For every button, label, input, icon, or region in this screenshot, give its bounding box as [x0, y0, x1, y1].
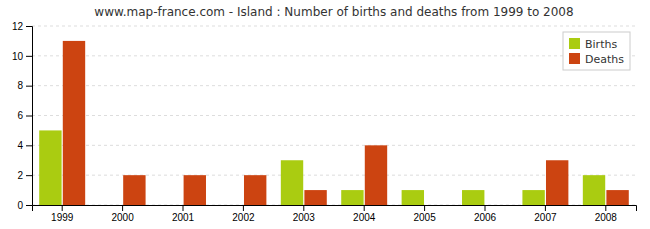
- y-axis-line: [26, 27, 33, 206]
- bar: [220, 205, 242, 206]
- bars: [39, 41, 629, 205]
- x-tick-label: 1999: [51, 212, 74, 223]
- y-tick-label: 12: [12, 21, 24, 32]
- bar: [365, 145, 387, 205]
- y-tick-mark: [26, 86, 32, 87]
- legend-swatch: [569, 38, 580, 49]
- y-tick: 6: [17, 110, 32, 121]
- legend-label: Deaths: [585, 53, 624, 66]
- grid-line: [32, 145, 636, 146]
- grid: [32, 26, 636, 205]
- legend-box: [563, 32, 630, 70]
- bar: [606, 190, 628, 205]
- bar: [304, 190, 326, 205]
- plot: 1999 2000 2001 2002 2003 2004 2005 2006 2007 2008…: [12, 21, 637, 223]
- x-tick: 2002: [232, 205, 255, 223]
- grid-line: [32, 85, 636, 86]
- bar: [123, 175, 145, 205]
- bar: [160, 205, 182, 206]
- title: www.map-france.com - Island : Number of …: [94, 5, 573, 19]
- x-tick: 2001: [172, 205, 195, 223]
- bar: [184, 175, 206, 205]
- bar-series: [39, 130, 605, 205]
- y-tick-mark: [26, 145, 32, 146]
- y-tick-mark: [26, 205, 32, 206]
- x-tick-label: 2007: [534, 212, 557, 223]
- bar: [546, 160, 568, 205]
- y-tick: 12: [12, 21, 32, 32]
- x-tick: 2008: [595, 205, 618, 223]
- bar: [281, 160, 303, 205]
- x-tick-label: 2004: [353, 212, 376, 223]
- y-tick-label: 4: [17, 140, 23, 151]
- y-tick-mark: [26, 116, 32, 117]
- y-tick: 10: [12, 51, 32, 62]
- x-tick-label: 2006: [474, 212, 497, 223]
- bar: [522, 190, 544, 205]
- y-tick: 0: [17, 200, 32, 211]
- legend-swatch: [569, 53, 580, 64]
- y-tick-label: 10: [12, 51, 24, 62]
- bar: [486, 205, 508, 206]
- x-tick-label: 2008: [595, 212, 618, 223]
- y-tick: 8: [17, 80, 32, 91]
- y-tick-mark: [26, 175, 32, 176]
- x-tick-mark: [545, 205, 546, 211]
- bar: [425, 205, 447, 206]
- y-tick-label: 8: [17, 80, 23, 91]
- x-tick-mark: [122, 205, 123, 211]
- y-tick: 4: [17, 140, 32, 151]
- legend-item: Deaths: [569, 53, 624, 66]
- x-tick-label: 2001: [172, 212, 195, 223]
- x-tick-label: 2000: [111, 212, 134, 223]
- y-tick: 2: [17, 170, 32, 181]
- grid-line: [32, 26, 636, 27]
- bar: [583, 175, 605, 205]
- x-tick-mark: [424, 205, 425, 211]
- y-tick-label: 0: [17, 200, 23, 211]
- bar: [244, 175, 266, 205]
- x-tick-mark: [243, 205, 244, 211]
- x-tick: 2005: [413, 205, 436, 223]
- y-tick-mark: [26, 56, 32, 57]
- x-tick-mark: [485, 205, 486, 211]
- grid-line: [32, 55, 636, 56]
- y-tick-label: 6: [17, 110, 23, 121]
- x-tick-mark: [183, 205, 184, 211]
- bar: [39, 130, 61, 205]
- x-axis-line: [33, 206, 637, 212]
- y-axis: 0 2 4 6 8 10 12: [12, 21, 33, 211]
- x-tick-mark: [303, 205, 304, 211]
- x-tick: 2004: [353, 205, 376, 223]
- x-tick: 1999: [51, 205, 74, 223]
- x-tick-label: 2003: [293, 212, 316, 223]
- legend: Births Deaths: [563, 32, 630, 70]
- x-tick: 2003: [293, 205, 316, 223]
- bar-series: [63, 41, 629, 205]
- legend-item: Births: [569, 38, 617, 51]
- x-tick-label: 2005: [413, 212, 436, 223]
- x-tick: 2007: [534, 205, 557, 223]
- y-tick-mark: [26, 26, 32, 27]
- x-tick-mark: [605, 205, 606, 211]
- bar: [462, 190, 484, 205]
- y-tick-label: 2: [17, 170, 23, 181]
- chart: 1999 2000 2001 2002 2003 2004 2005 2006 2007 2008…: [0, 0, 650, 229]
- x-tick-mark: [364, 205, 365, 211]
- x-axis: 1999 2000 2001 2002 2003 2004 2005 2006 2007 2008: [33, 205, 637, 223]
- bar: [402, 190, 424, 205]
- bar: [100, 205, 122, 206]
- grid-line: [32, 115, 636, 116]
- grid-line: [32, 175, 636, 176]
- bar: [341, 190, 363, 205]
- x-tick-label: 2002: [232, 212, 255, 223]
- bar: [63, 41, 85, 205]
- x-tick: 2006: [474, 205, 497, 223]
- x-tick-mark: [62, 205, 63, 211]
- x-tick: 2000: [111, 205, 134, 223]
- legend-label: Births: [585, 38, 617, 51]
